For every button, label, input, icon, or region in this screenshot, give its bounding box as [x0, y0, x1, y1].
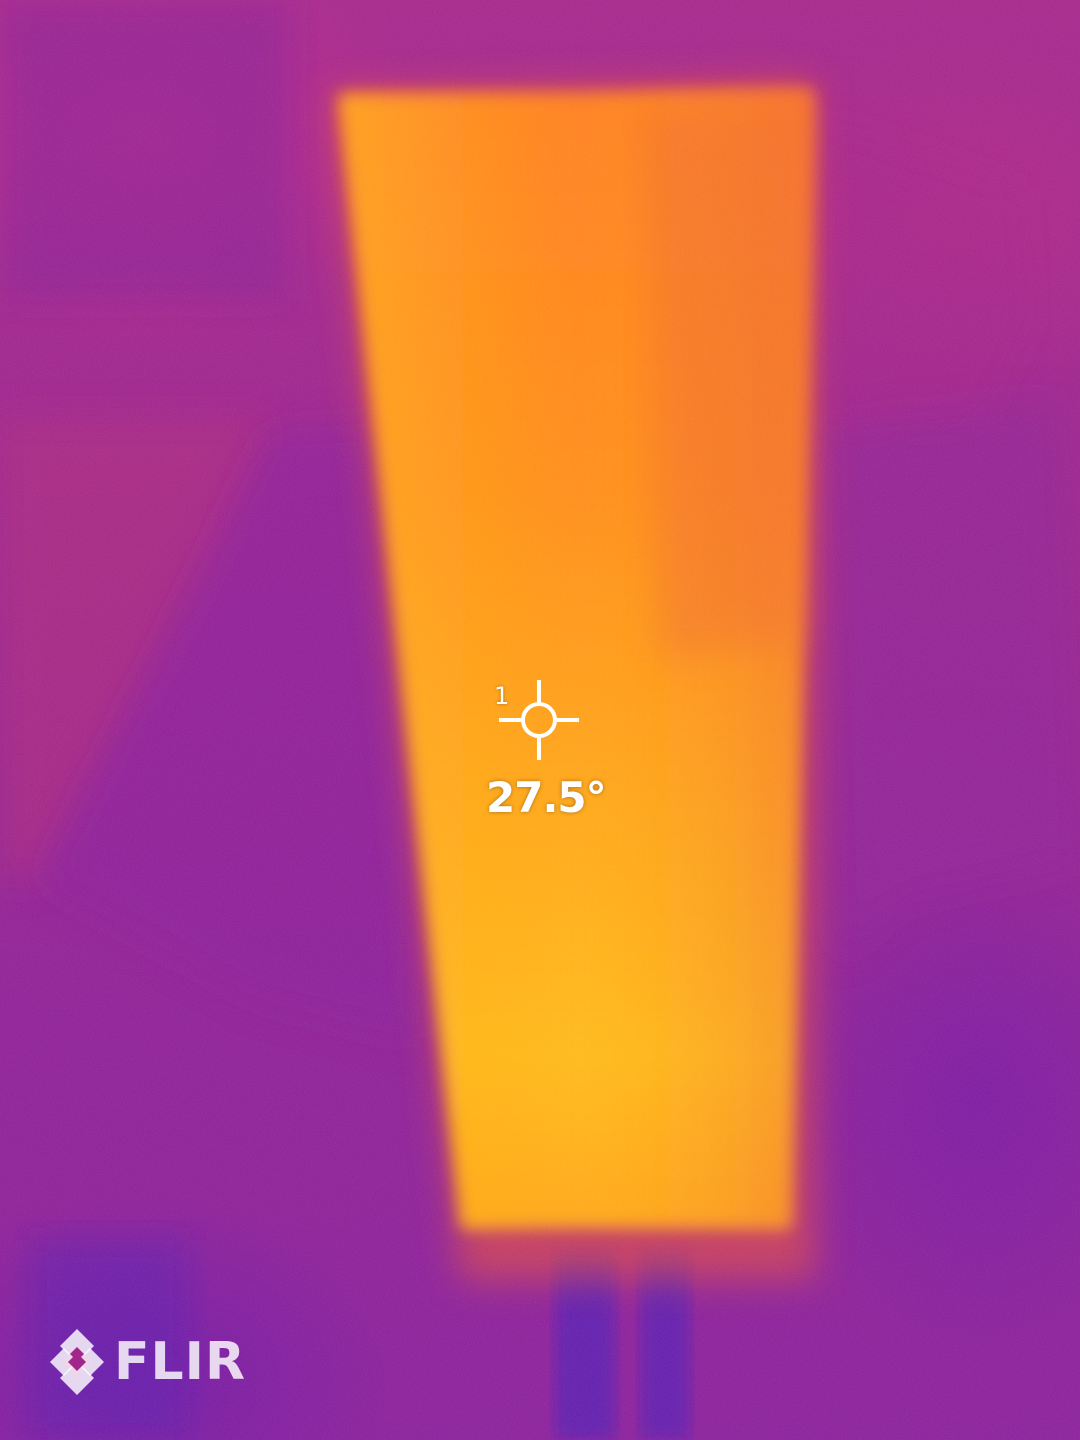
flir-wordmark: FLIR: [114, 1332, 247, 1392]
spot-meter-index: 1: [494, 682, 510, 710]
crosshair-icon: [499, 680, 579, 760]
flir-diamond-icon: [50, 1329, 104, 1395]
spot-temperature-readout: 27.5°: [486, 773, 607, 822]
flir-logo: FLIR: [42, 1326, 246, 1398]
